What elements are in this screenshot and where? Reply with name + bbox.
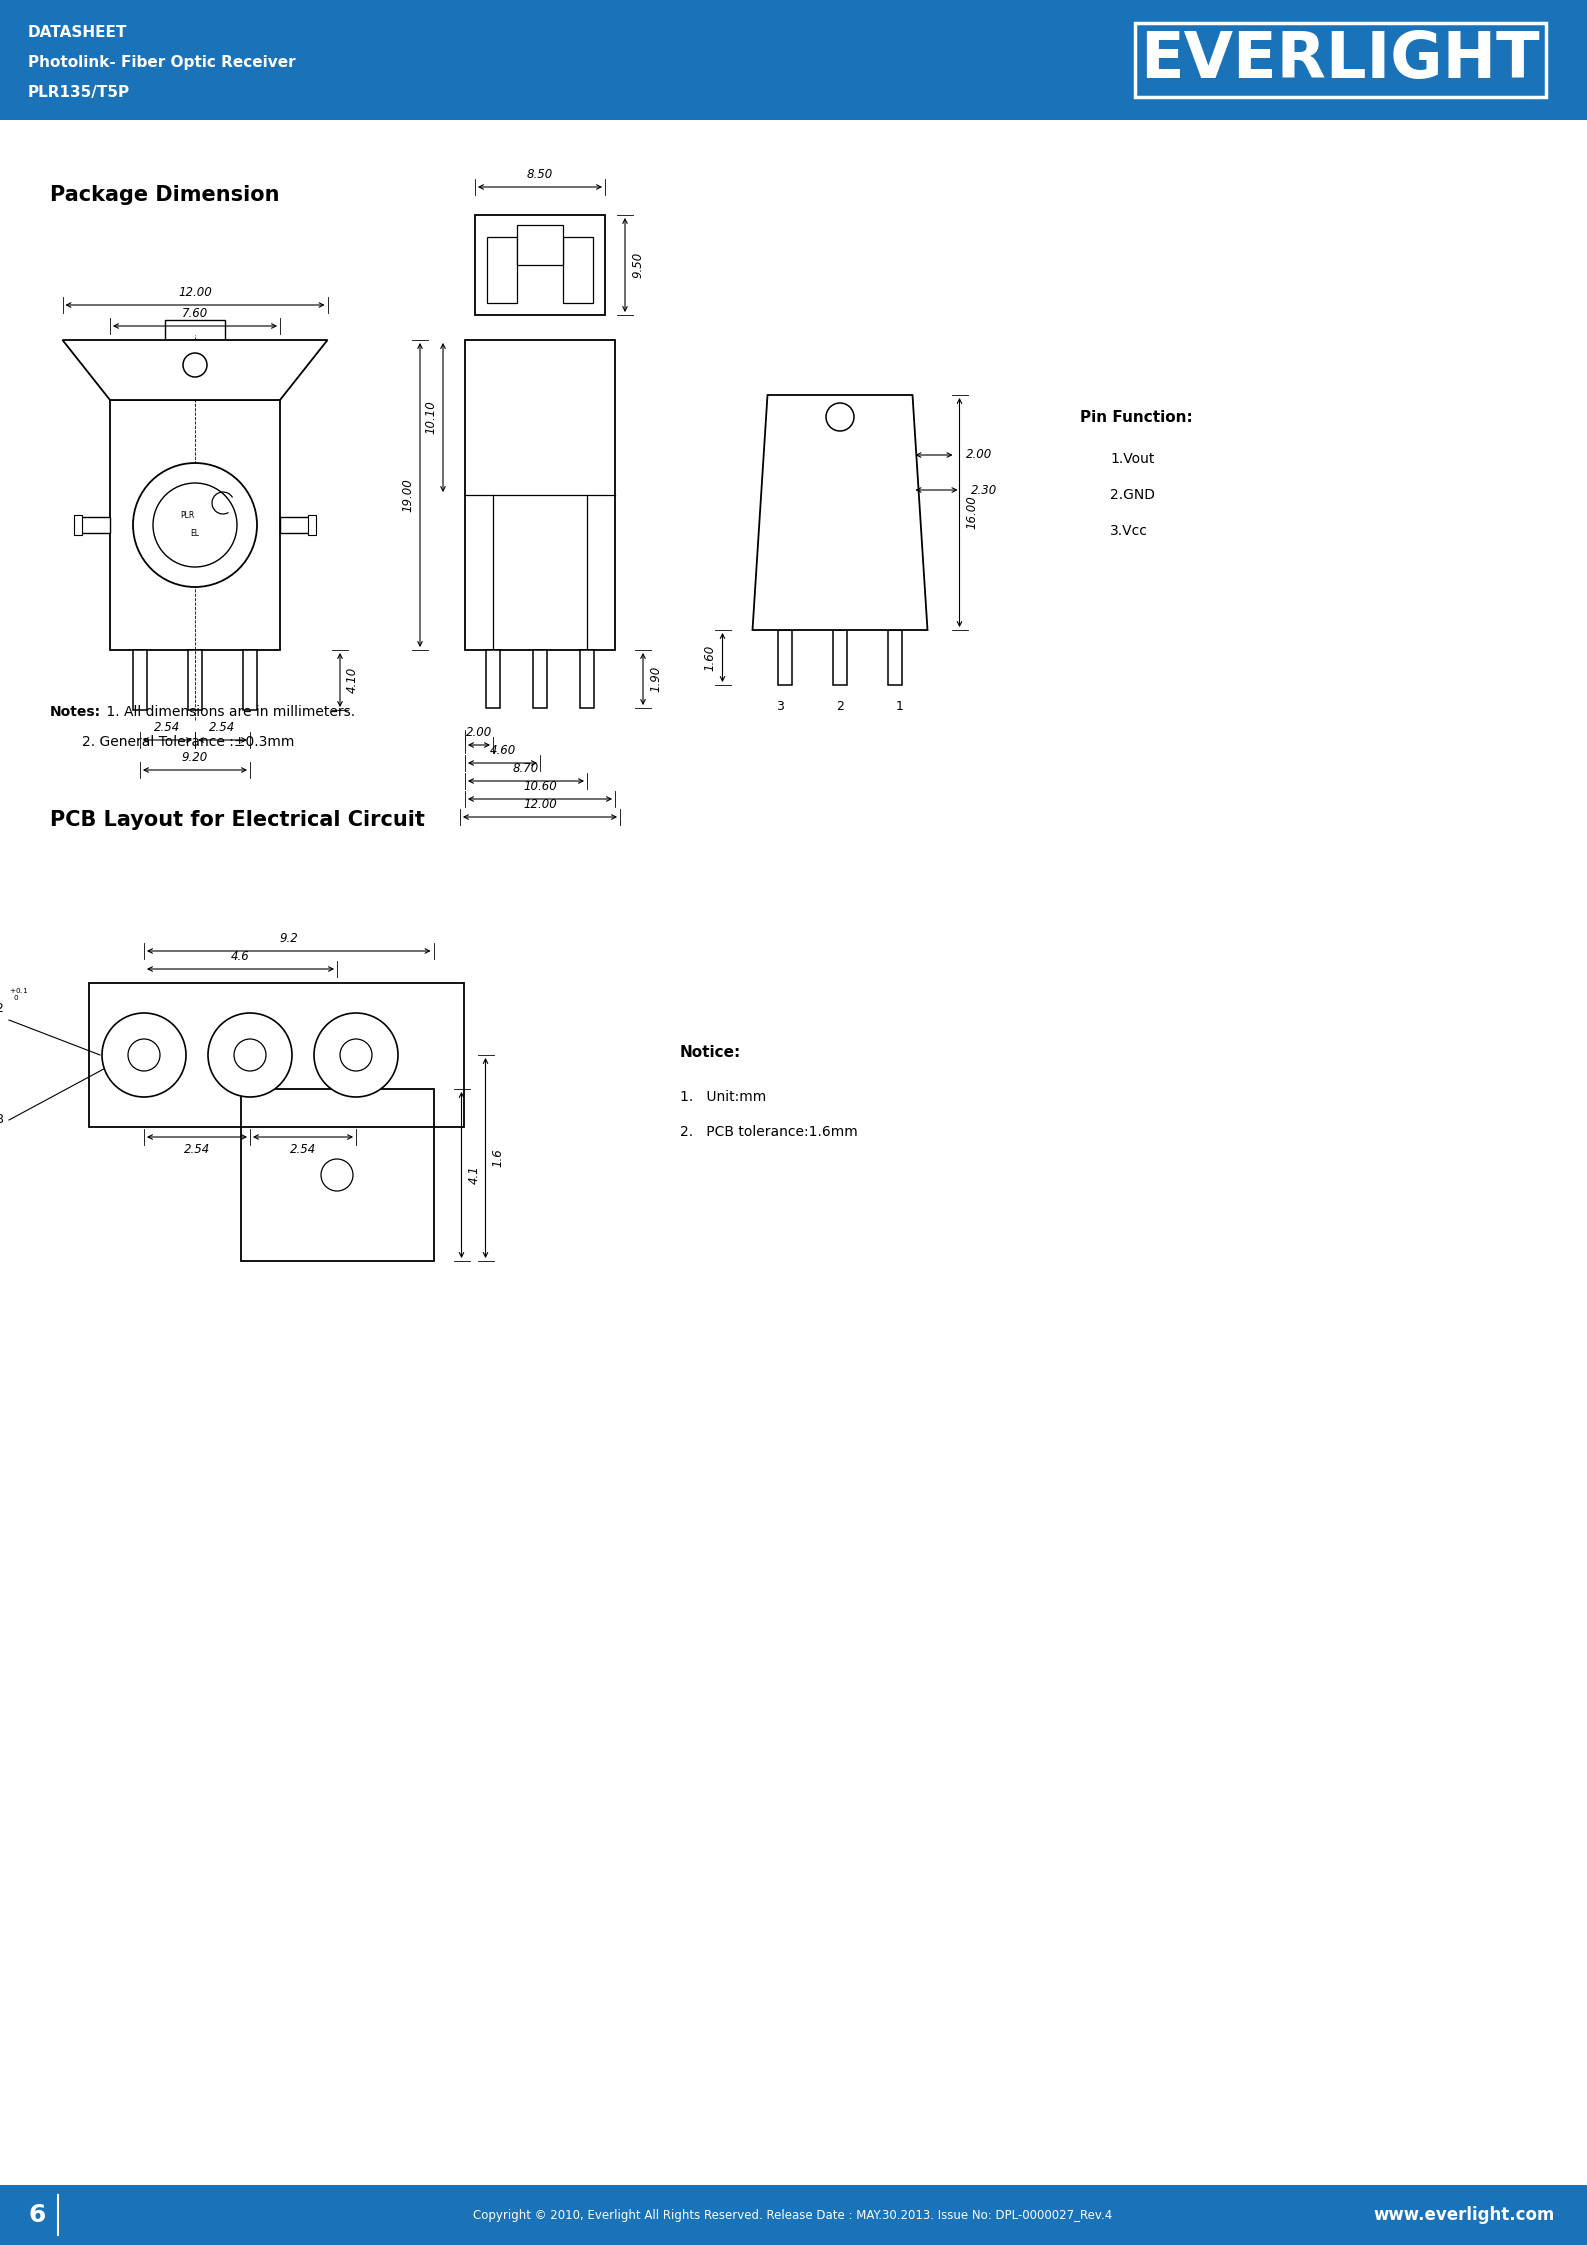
Text: 1.Vout: 1.Vout — [1109, 451, 1154, 467]
Bar — [308, 514, 316, 534]
Text: EVERLIGHT: EVERLIGHT — [1141, 29, 1539, 92]
Circle shape — [321, 1158, 352, 1192]
Text: PLR: PLR — [179, 510, 194, 519]
Text: 12.00: 12.00 — [524, 797, 557, 810]
Text: 9.50: 9.50 — [632, 251, 644, 278]
Text: 2.   PCB tolerance:1.6mm: 2. PCB tolerance:1.6mm — [679, 1125, 857, 1138]
Circle shape — [825, 404, 854, 431]
Text: 2.54: 2.54 — [290, 1143, 316, 1156]
Text: 8.70: 8.70 — [513, 761, 540, 775]
Text: 16.00: 16.00 — [965, 496, 979, 530]
Text: 10.60: 10.60 — [524, 779, 557, 792]
Bar — [89, 983, 463, 1127]
Text: 4.1: 4.1 — [468, 1165, 481, 1185]
Text: 2.54: 2.54 — [184, 1143, 209, 1156]
Text: 6: 6 — [29, 2202, 46, 2227]
Text: 3.Vcc: 3.Vcc — [1109, 523, 1147, 539]
Bar — [0, 0, 1587, 119]
Bar — [279, 516, 309, 532]
Bar — [889, 631, 901, 685]
Text: 1.60: 1.60 — [703, 644, 716, 671]
Circle shape — [208, 1012, 292, 1098]
Text: 8.50: 8.50 — [527, 168, 554, 182]
Bar — [579, 651, 594, 707]
Text: 3: 3 — [776, 700, 784, 714]
Text: 1.90: 1.90 — [649, 667, 662, 691]
Bar — [75, 514, 83, 534]
Text: 10.10: 10.10 — [424, 400, 436, 433]
Text: 2.30: 2.30 — [971, 483, 997, 496]
Text: www.everlight.com: www.everlight.com — [1374, 2207, 1555, 2225]
Bar — [0, 2184, 1587, 2245]
Text: 9.2: 9.2 — [279, 932, 298, 945]
Bar — [79, 516, 110, 532]
Bar — [792, 476, 889, 575]
Text: 3-$\phi$2: 3-$\phi$2 — [0, 999, 5, 1017]
Text: 1.   Unit:mm: 1. Unit:mm — [679, 1091, 767, 1105]
Circle shape — [233, 1039, 267, 1071]
Text: Package Dimension: Package Dimension — [51, 184, 279, 204]
Text: Pin Function:: Pin Function: — [1081, 411, 1193, 424]
Text: $^{+0.1}_{\ \ 0}$: $^{+0.1}_{\ \ 0}$ — [10, 986, 29, 1004]
Circle shape — [340, 1039, 371, 1071]
Text: 2.00: 2.00 — [467, 725, 492, 739]
Bar — [778, 631, 792, 685]
Text: DATASHEET: DATASHEET — [29, 25, 127, 40]
Bar — [110, 400, 279, 651]
Text: 3-$\phi$0.8: 3-$\phi$0.8 — [0, 1111, 5, 1129]
Text: 2.54: 2.54 — [209, 721, 235, 734]
Bar — [563, 238, 594, 303]
Bar — [133, 651, 148, 709]
Polygon shape — [752, 395, 927, 631]
Text: 4.6: 4.6 — [232, 950, 249, 963]
Bar — [241, 1089, 433, 1262]
Bar — [475, 216, 605, 314]
Text: Photolink- Fiber Optic Receiver: Photolink- Fiber Optic Receiver — [29, 54, 295, 70]
Bar — [486, 651, 500, 707]
Text: Notice:: Notice: — [679, 1044, 741, 1060]
Bar — [517, 224, 563, 265]
Bar — [243, 651, 257, 709]
Circle shape — [152, 483, 236, 568]
Text: 4.60: 4.60 — [489, 743, 516, 757]
Circle shape — [102, 1012, 186, 1098]
Text: 1. All dimensions are in millimeters.: 1. All dimensions are in millimeters. — [102, 705, 355, 718]
Text: 2.54: 2.54 — [154, 721, 181, 734]
Text: 9.20: 9.20 — [183, 752, 208, 763]
Bar — [165, 321, 225, 339]
Bar — [187, 651, 202, 709]
Bar — [487, 238, 517, 303]
Text: 1.6: 1.6 — [492, 1149, 505, 1167]
Text: 19.00: 19.00 — [402, 478, 414, 512]
Polygon shape — [62, 339, 327, 400]
Circle shape — [129, 1039, 160, 1071]
Text: 12.00: 12.00 — [178, 285, 213, 299]
Text: 1: 1 — [897, 700, 905, 714]
Bar — [465, 339, 616, 651]
Text: 4.10: 4.10 — [346, 667, 359, 694]
Bar — [800, 483, 881, 568]
Text: EL: EL — [190, 528, 200, 537]
Text: 2. General Tolerance :±0.3mm: 2. General Tolerance :±0.3mm — [83, 734, 294, 750]
Circle shape — [183, 352, 206, 377]
Text: 2: 2 — [836, 700, 844, 714]
Circle shape — [133, 462, 257, 586]
Bar — [533, 651, 548, 707]
Text: Notes:: Notes: — [51, 705, 102, 718]
Text: PLR135/T5P: PLR135/T5P — [29, 85, 130, 101]
Circle shape — [314, 1012, 398, 1098]
Text: Copyright © 2010, Everlight All Rights Reserved. Release Date : MAY.30.2013. Iss: Copyright © 2010, Everlight All Rights R… — [473, 2209, 1112, 2223]
Text: PCB Layout for Electrical Circuit: PCB Layout for Electrical Circuit — [51, 810, 425, 831]
Bar — [833, 631, 847, 685]
Text: 2.GND: 2.GND — [1109, 487, 1155, 503]
Text: 7.60: 7.60 — [183, 308, 208, 321]
Text: 2.00: 2.00 — [965, 449, 992, 462]
